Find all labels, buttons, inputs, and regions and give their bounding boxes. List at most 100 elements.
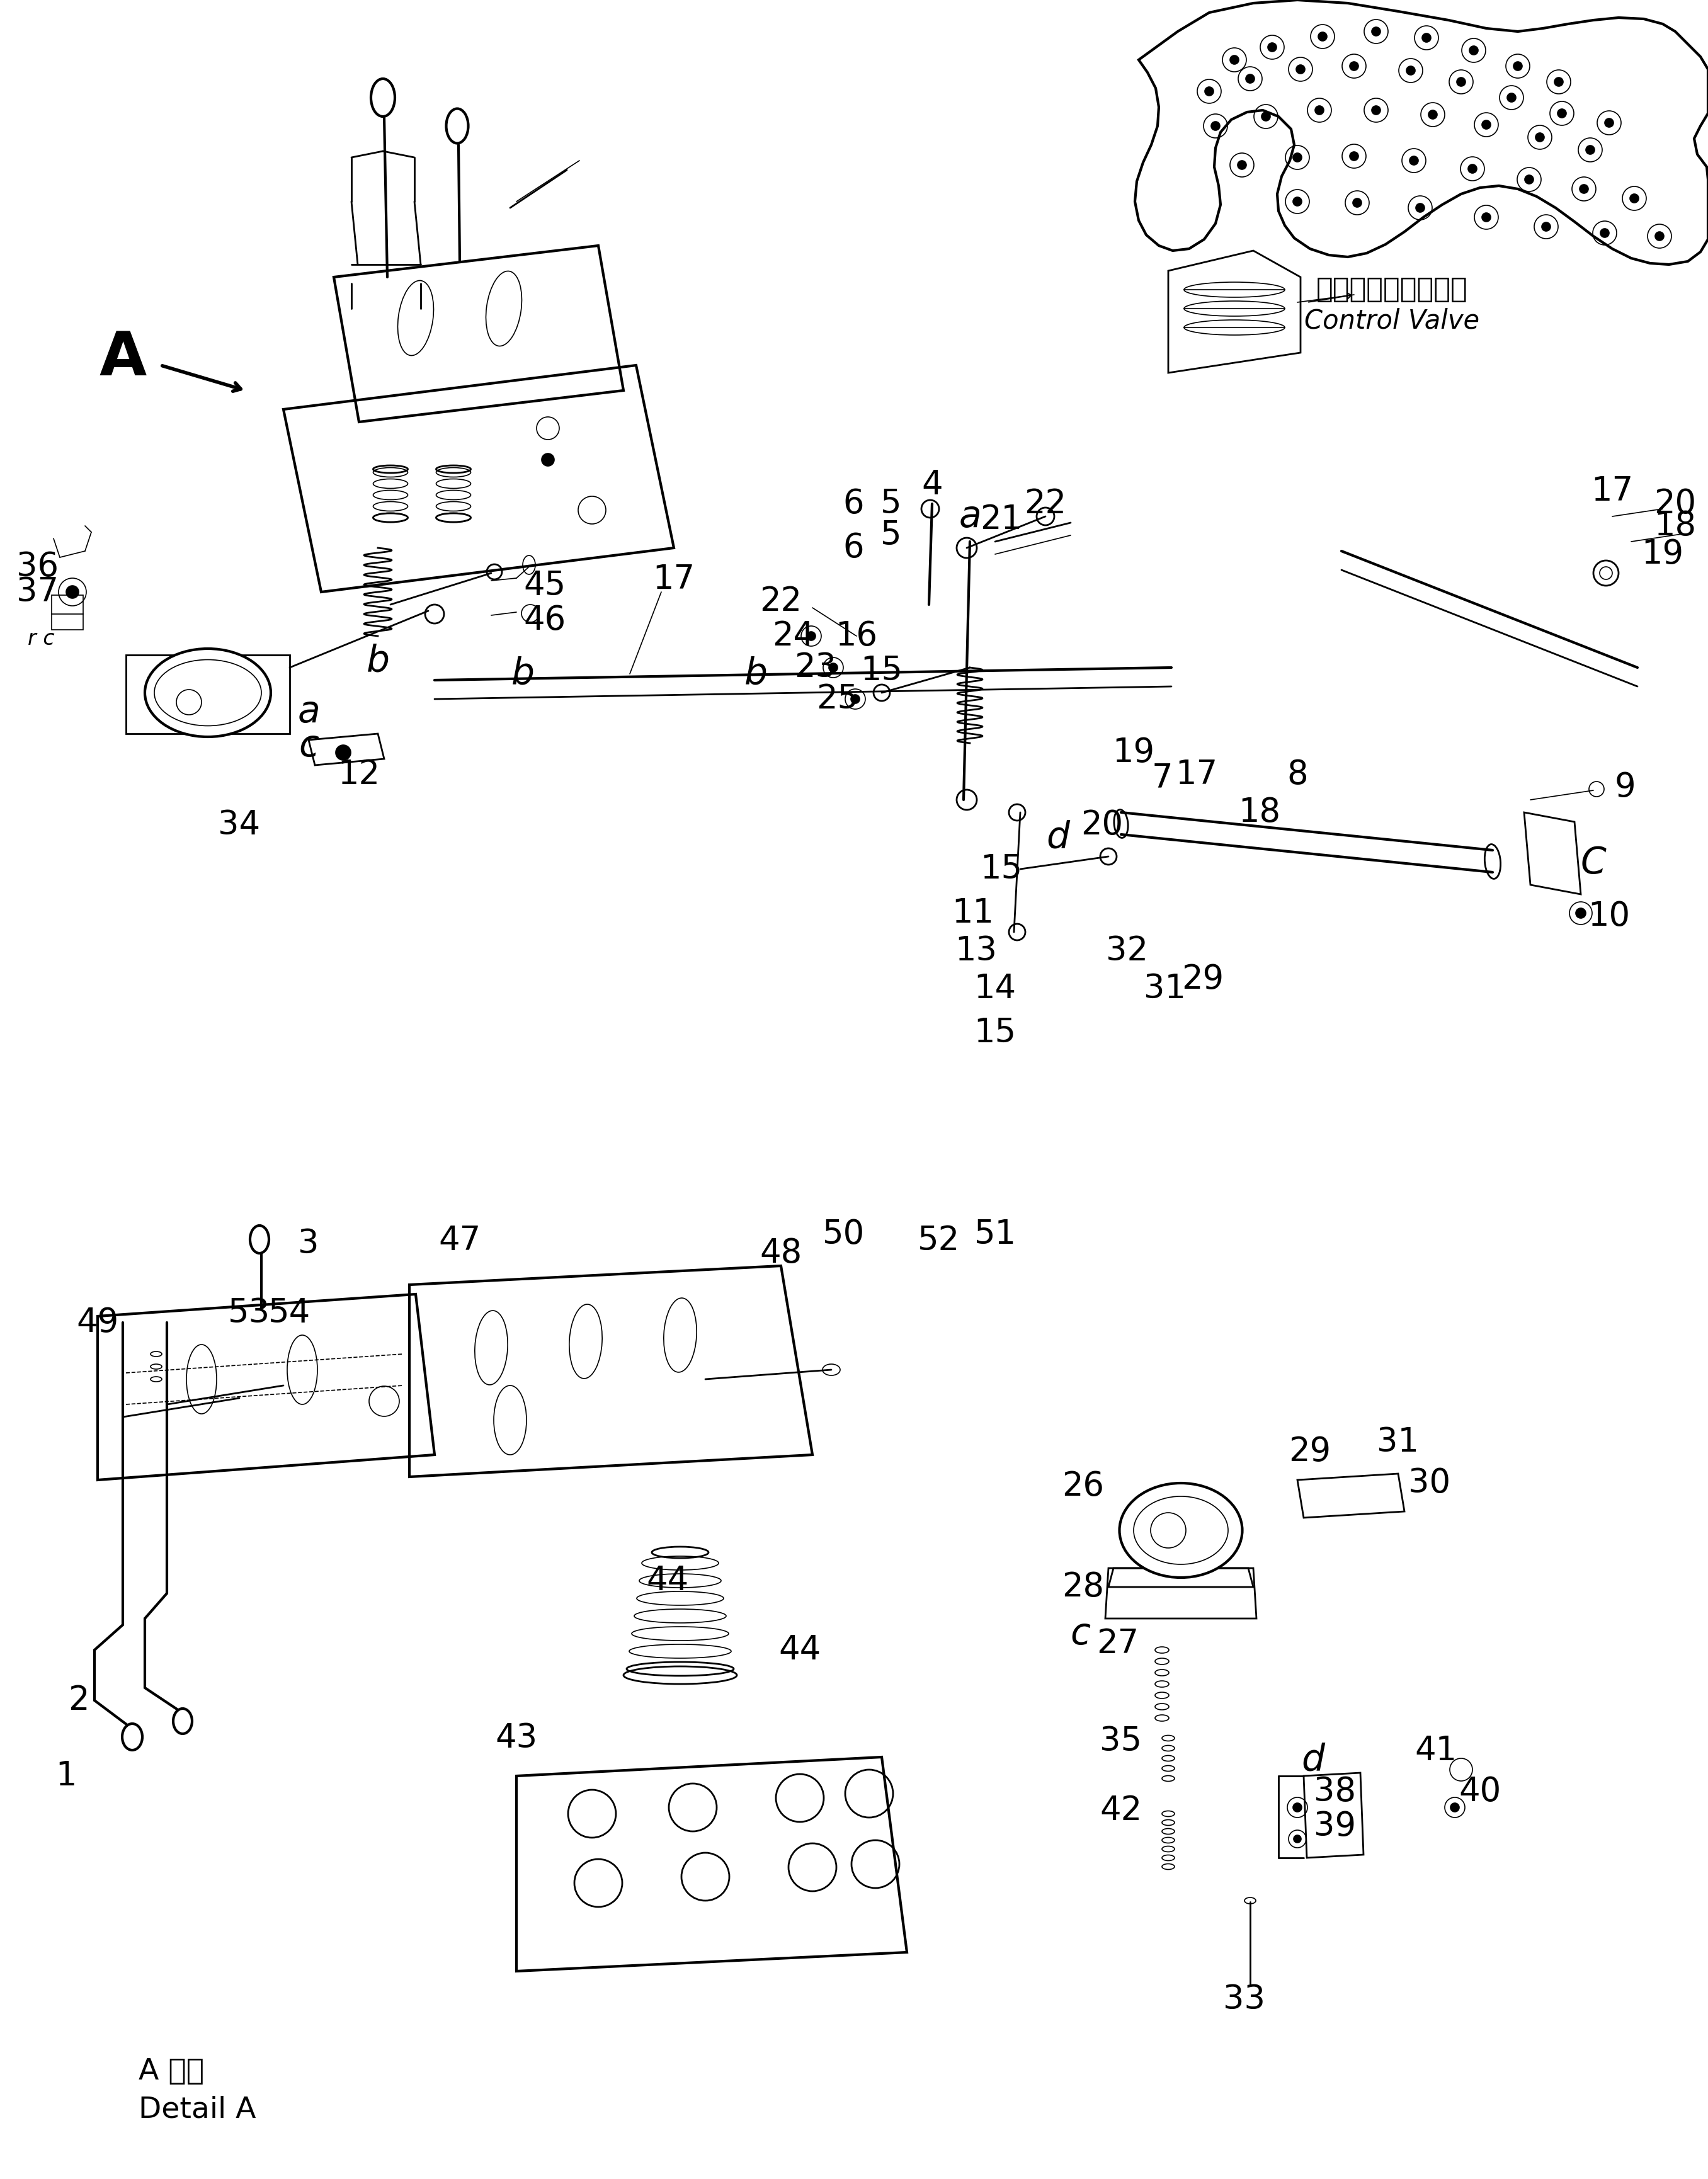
Circle shape	[1319, 33, 1327, 41]
Circle shape	[1416, 203, 1424, 211]
Text: 37: 37	[17, 575, 58, 608]
Text: Control Valve: Control Valve	[1305, 307, 1479, 333]
Circle shape	[336, 745, 350, 760]
Circle shape	[1262, 111, 1271, 120]
Text: 2: 2	[68, 1684, 89, 1717]
Circle shape	[1428, 111, 1436, 120]
Text: 46: 46	[524, 604, 565, 636]
Circle shape	[1457, 78, 1465, 87]
Text: 52: 52	[917, 1225, 960, 1257]
Text: b: b	[511, 656, 535, 691]
Circle shape	[1349, 61, 1358, 70]
Circle shape	[851, 695, 859, 704]
Circle shape	[1469, 163, 1477, 172]
Text: 7: 7	[1151, 760, 1173, 793]
Text: 9: 9	[1614, 771, 1636, 804]
Circle shape	[1293, 153, 1301, 161]
Text: 31: 31	[1144, 972, 1187, 1005]
Text: C: C	[1580, 845, 1606, 880]
Circle shape	[1580, 185, 1588, 194]
Text: 38: 38	[1313, 1776, 1356, 1809]
Text: 5: 5	[881, 519, 902, 551]
Text: 11: 11	[951, 898, 994, 930]
Circle shape	[1542, 222, 1551, 231]
Text: 39: 39	[1313, 1811, 1356, 1843]
Text: 27: 27	[1097, 1628, 1139, 1660]
Text: d: d	[1301, 1743, 1325, 1778]
Text: 44: 44	[779, 1634, 822, 1667]
Circle shape	[1372, 26, 1380, 35]
Text: 40: 40	[1459, 1776, 1501, 1809]
Circle shape	[1469, 46, 1477, 54]
Text: d: d	[1047, 819, 1069, 856]
Text: 6: 6	[842, 532, 864, 564]
Ellipse shape	[123, 1724, 142, 1750]
Circle shape	[1409, 157, 1418, 166]
Text: 17: 17	[652, 562, 695, 595]
Text: 14: 14	[974, 972, 1016, 1005]
Text: 24: 24	[772, 619, 815, 652]
Ellipse shape	[446, 109, 468, 144]
Circle shape	[1483, 214, 1491, 222]
Text: 17: 17	[1592, 475, 1633, 508]
Text: b: b	[745, 656, 767, 691]
Circle shape	[1535, 133, 1544, 142]
Text: a: a	[958, 499, 980, 534]
Text: 3: 3	[299, 1227, 319, 1259]
Bar	[51, 595, 84, 630]
Text: 21: 21	[980, 503, 1023, 536]
Circle shape	[1513, 61, 1522, 70]
Circle shape	[806, 632, 816, 641]
Text: 54: 54	[268, 1297, 311, 1329]
Text: 41: 41	[1414, 1734, 1457, 1767]
Circle shape	[1211, 122, 1220, 131]
Text: 20: 20	[1081, 808, 1124, 841]
Ellipse shape	[145, 649, 272, 737]
Text: 12: 12	[338, 758, 381, 791]
Circle shape	[1506, 94, 1517, 102]
Text: 25: 25	[816, 682, 859, 715]
Circle shape	[1204, 87, 1214, 96]
Text: c: c	[299, 728, 319, 765]
Circle shape	[1606, 118, 1614, 126]
Text: 23: 23	[794, 652, 837, 684]
Text: 32: 32	[1107, 935, 1148, 967]
Text: 42: 42	[1100, 1793, 1143, 1826]
Circle shape	[1406, 65, 1416, 74]
Text: a: a	[297, 693, 319, 730]
Text: A: A	[99, 329, 147, 388]
Text: b: b	[366, 643, 389, 680]
Text: 22: 22	[760, 584, 803, 619]
Text: 45: 45	[524, 569, 565, 601]
Circle shape	[67, 586, 79, 599]
Text: r c: r c	[27, 630, 55, 649]
Circle shape	[1293, 1835, 1301, 1843]
Ellipse shape	[173, 1708, 191, 1734]
Text: 20: 20	[1653, 488, 1696, 521]
Text: 5: 5	[881, 488, 902, 521]
Text: 19: 19	[1112, 737, 1155, 769]
Text: 4: 4	[922, 468, 943, 501]
Text: 15: 15	[861, 654, 904, 686]
Ellipse shape	[371, 78, 395, 115]
Circle shape	[1267, 44, 1276, 52]
Circle shape	[1293, 1802, 1301, 1813]
Text: 1: 1	[56, 1761, 77, 1793]
Circle shape	[1600, 229, 1609, 238]
Circle shape	[1450, 1802, 1459, 1813]
Text: 35: 35	[1100, 1726, 1143, 1758]
Text: 43: 43	[495, 1721, 538, 1754]
Text: 8: 8	[1286, 758, 1308, 791]
Text: 18: 18	[1653, 510, 1696, 543]
Text: 36: 36	[17, 551, 58, 584]
Text: 49: 49	[77, 1305, 120, 1338]
Text: 34: 34	[219, 808, 260, 841]
Text: 51: 51	[974, 1218, 1016, 1251]
Text: コントロールバルブ: コントロールバルブ	[1317, 277, 1467, 303]
Text: Detail A: Detail A	[138, 2096, 256, 2125]
Text: 29: 29	[1290, 1436, 1331, 1469]
Text: 48: 48	[760, 1238, 803, 1270]
Text: 28: 28	[1062, 1571, 1105, 1604]
Circle shape	[1245, 74, 1255, 83]
Circle shape	[1525, 174, 1534, 183]
